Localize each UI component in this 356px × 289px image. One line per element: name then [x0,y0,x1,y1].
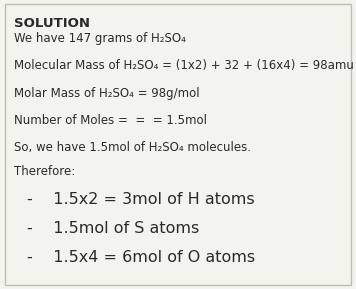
Text: Therefore:: Therefore: [14,165,75,178]
Text: -    1.5x4 = 6mol of O atoms: - 1.5x4 = 6mol of O atoms [27,249,255,264]
Text: So, we have 1.5mol of H₂SO₄ molecules.: So, we have 1.5mol of H₂SO₄ molecules. [14,141,251,154]
Text: Molar Mass of H₂SO₄ = 98g/mol: Molar Mass of H₂SO₄ = 98g/mol [14,87,199,100]
Text: We have 147 grams of H₂SO₄: We have 147 grams of H₂SO₄ [14,32,185,45]
Text: -    1.5mol of S atoms: - 1.5mol of S atoms [27,221,199,236]
Text: -    1.5x2 = 3mol of H atoms: - 1.5x2 = 3mol of H atoms [27,192,254,207]
Text: Molecular Mass of H₂SO₄ = (1x2) + 32 + (16x4) = 98amu: Molecular Mass of H₂SO₄ = (1x2) + 32 + (… [14,59,354,72]
FancyBboxPatch shape [5,4,351,285]
Text: SOLUTION: SOLUTION [14,17,89,30]
Text: Number of Moles =  =  = 1.5mol: Number of Moles = = = 1.5mol [14,114,206,127]
